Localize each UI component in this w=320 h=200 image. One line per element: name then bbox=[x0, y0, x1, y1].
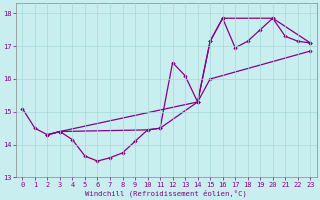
X-axis label: Windchill (Refroidissement éolien,°C): Windchill (Refroidissement éolien,°C) bbox=[85, 189, 247, 197]
